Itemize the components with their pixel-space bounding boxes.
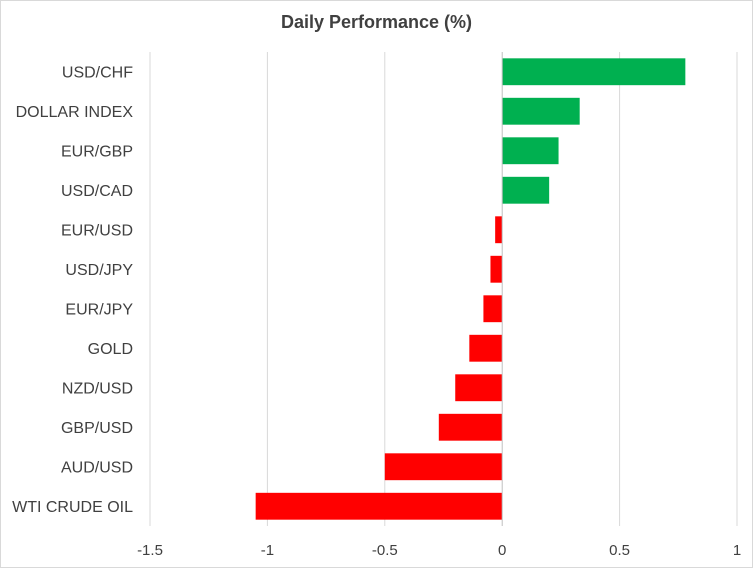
- category-label: EUR/USD: [61, 222, 133, 239]
- bar: [502, 58, 686, 86]
- category-label: DOLLAR INDEX: [16, 104, 134, 121]
- category-label: USD/JPY: [65, 262, 133, 279]
- bar: [502, 97, 580, 125]
- bar: [438, 413, 503, 441]
- category-label: USD/CAD: [61, 183, 133, 200]
- category-label: EUR/GBP: [61, 143, 133, 160]
- bar: [469, 334, 503, 362]
- bar: [502, 176, 550, 204]
- category-label: GOLD: [88, 341, 133, 358]
- bar: [490, 255, 503, 283]
- category-label: WTI CRUDE OIL: [12, 499, 133, 516]
- category-label: NZD/USD: [62, 380, 133, 397]
- category-labels: USD/CHF DOLLAR INDEX EUR/GBP USD/CAD EUR/USD…: [12, 64, 133, 516]
- x-tick-label: -1: [261, 542, 274, 559]
- x-tick-label: -1.5: [137, 542, 163, 559]
- x-tick-label: 1: [733, 542, 741, 559]
- category-label: EUR/JPY: [65, 301, 133, 318]
- x-tick-label: 0.5: [609, 542, 630, 559]
- category-label: GBP/USD: [61, 420, 133, 437]
- axis: -1.5 -1 -0.5 0 0.5 1: [137, 52, 741, 559]
- bar: [483, 295, 503, 323]
- bar: [255, 492, 503, 520]
- bars: [255, 58, 686, 520]
- x-tick-label: -0.5: [372, 542, 398, 559]
- bar: [384, 453, 503, 481]
- chart-title: Daily Performance (%): [280, 12, 473, 32]
- bar: [495, 216, 503, 244]
- bar: [502, 137, 559, 165]
- category-label: USD/CHF: [62, 64, 133, 81]
- category-label: AUD/USD: [61, 459, 133, 476]
- x-tick-label: 0: [498, 542, 506, 559]
- bar: [455, 374, 503, 402]
- gridlines: [149, 52, 738, 526]
